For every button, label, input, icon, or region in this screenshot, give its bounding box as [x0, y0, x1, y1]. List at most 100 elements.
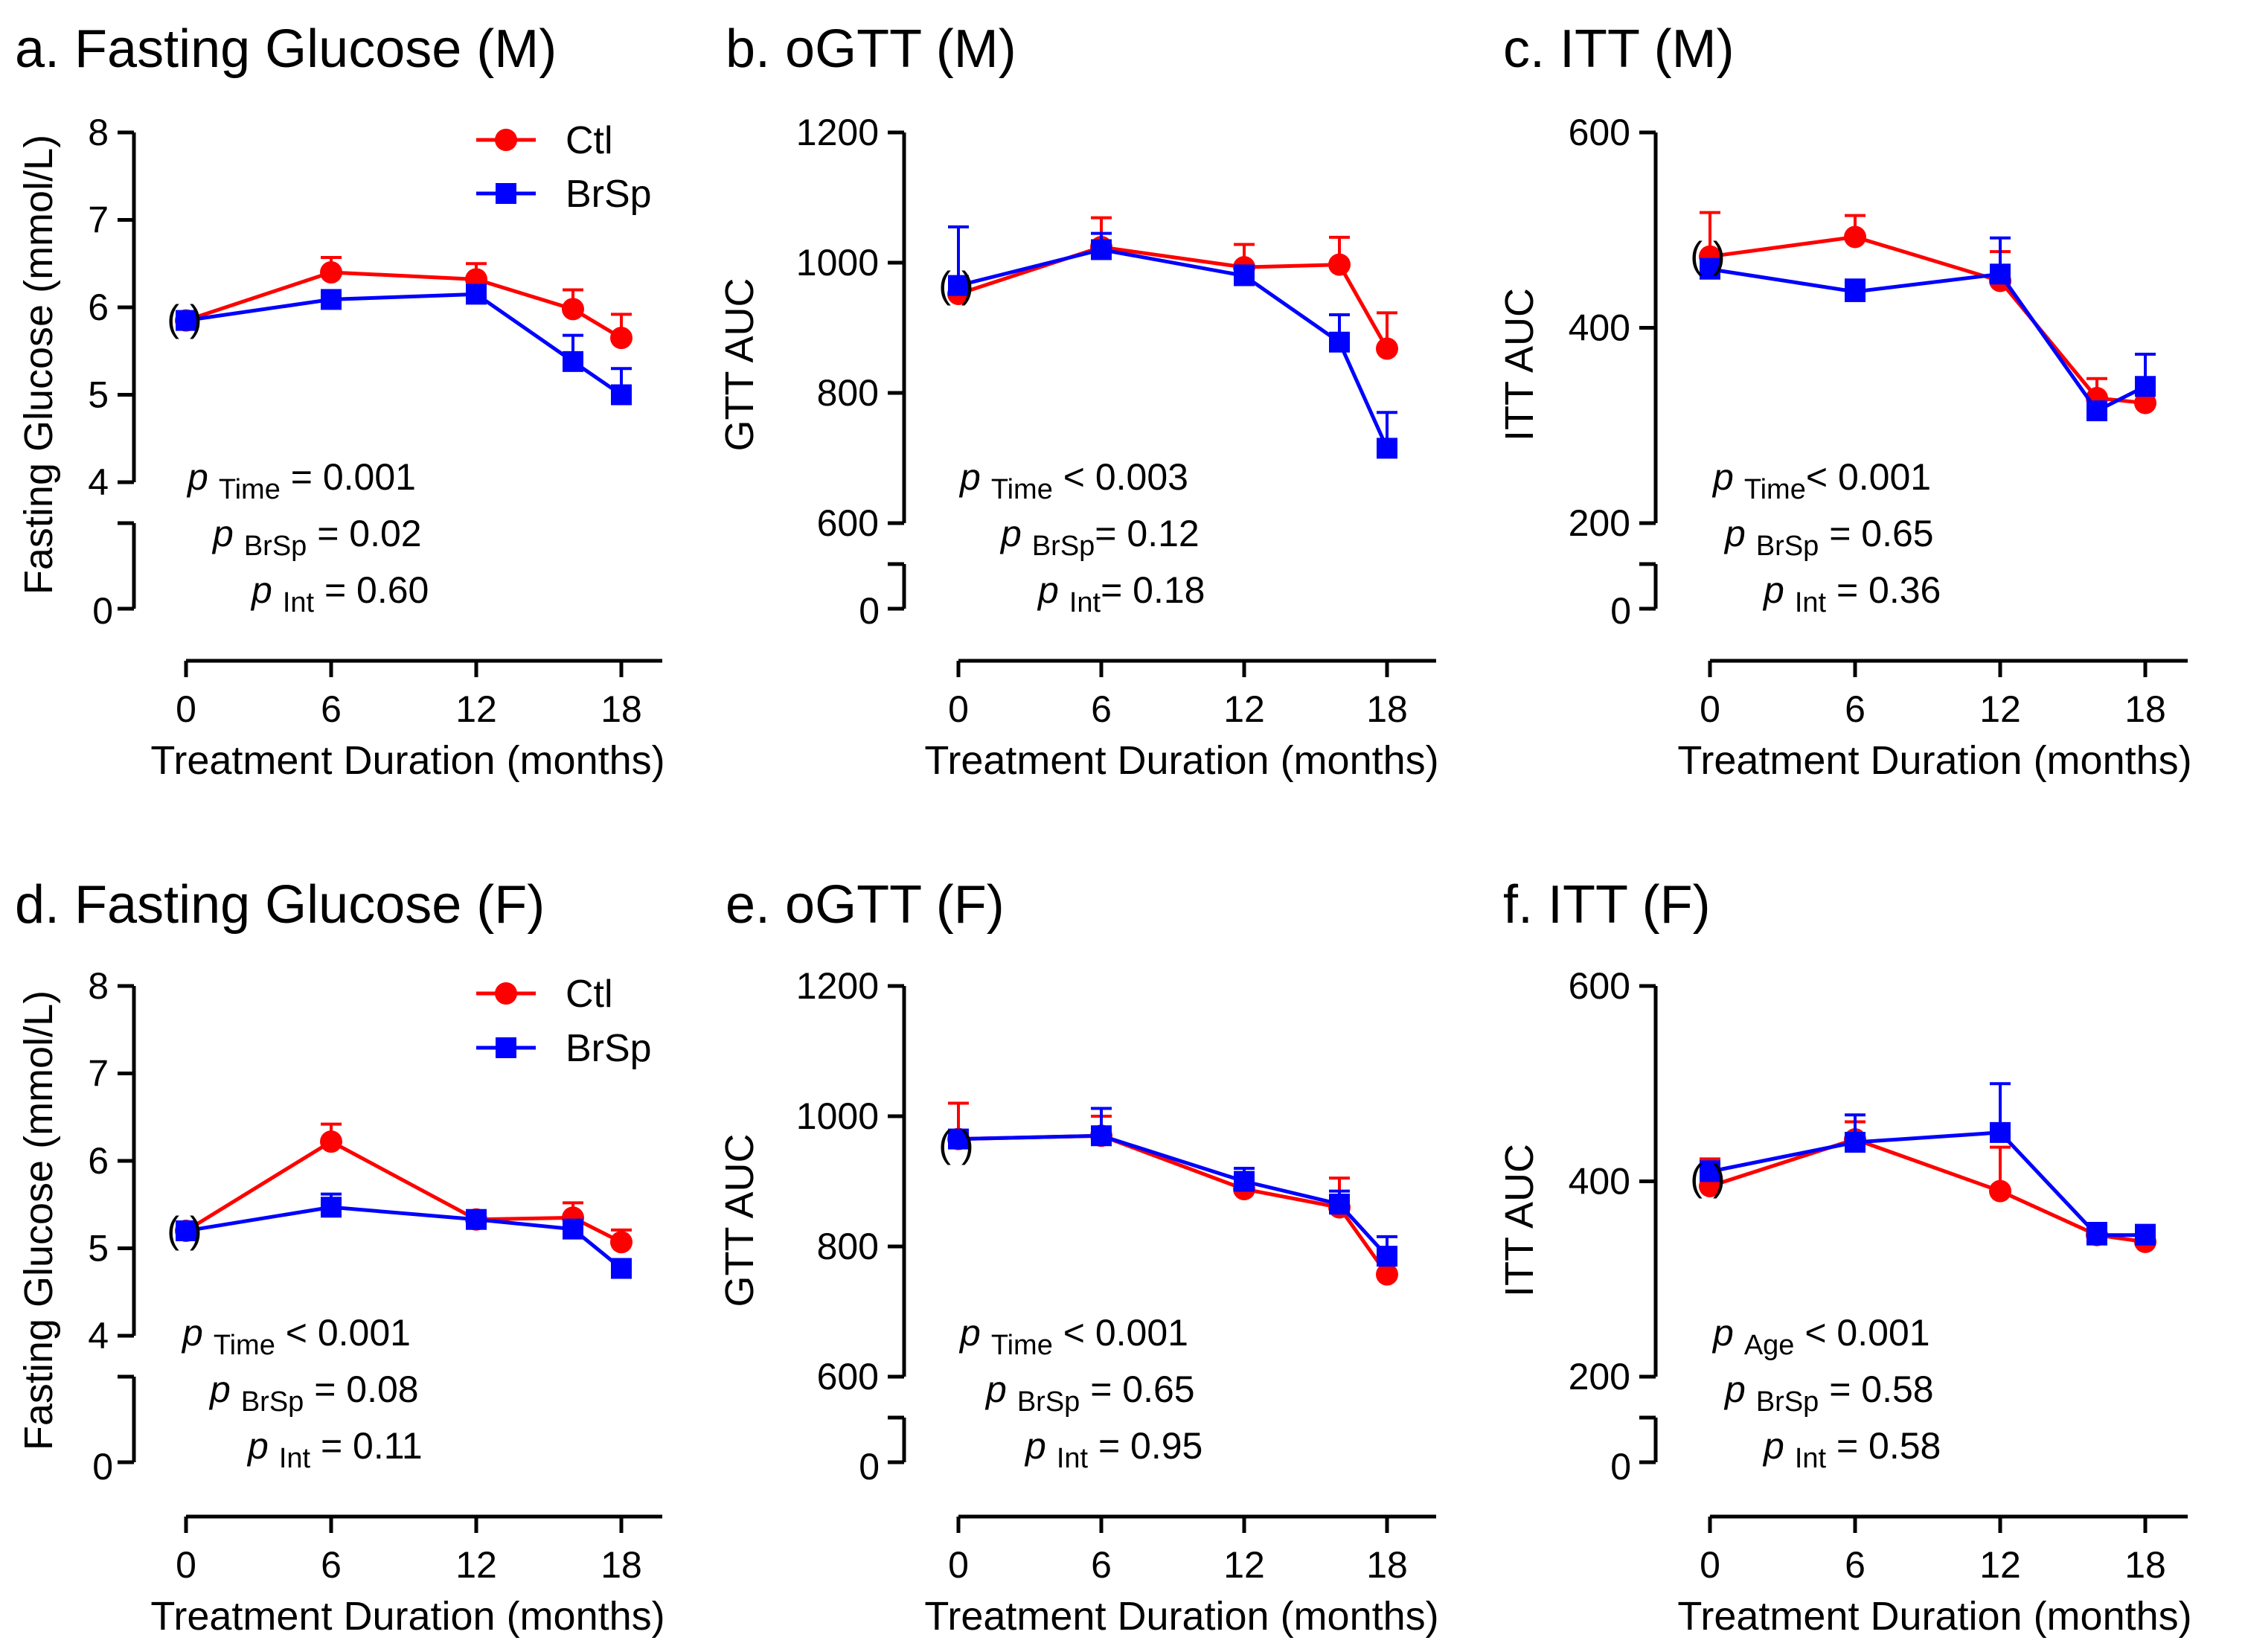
y-break-tick-label: 0: [1610, 1446, 1631, 1488]
brsp-series-line: [958, 247, 1389, 449]
brsp-series-line: [1709, 1130, 2145, 1238]
x-tick-label: 0: [948, 1544, 969, 1586]
y-tick-label: 400: [1569, 1161, 1630, 1203]
x-axis-label: Treatment Duration (months): [1677, 738, 2191, 783]
x-tick-label: 6: [1091, 688, 1112, 730]
stat-brsp: p BrSp = 0.08: [208, 1368, 419, 1418]
stat-brsp: p BrSp = 0.65: [1723, 513, 1934, 562]
y-break-tick-label: 0: [92, 1446, 113, 1488]
brsp-point: [611, 1258, 632, 1279]
baseline-parenthesis: ( ): [167, 298, 202, 339]
y-break-tick-label: 0: [1610, 590, 1631, 632]
y-tick-label: 400: [1569, 307, 1630, 349]
baseline-parenthesis: ( ): [938, 264, 973, 306]
plot-area: 4 5 6 7 8 0 6 12 18: [88, 112, 662, 730]
plot-area: 600 800 1000 1200 0 6 12 18: [796, 112, 1436, 730]
panel-title: c. ITT (M): [1503, 19, 1735, 79]
y-tick-label: 600: [817, 502, 879, 544]
brsp-point: [1234, 1171, 1255, 1192]
plot-area: 4 5 6 7 8 0 6 12 18: [88, 965, 662, 1586]
stat-time: p Time < 0.003: [958, 456, 1188, 505]
y-tick-label: 1000: [796, 1095, 879, 1137]
panel-title: e. oGTT (F): [726, 875, 1005, 935]
x-tick-label: 12: [455, 1544, 497, 1586]
baseline-parenthesis: ( ): [1690, 1157, 1725, 1199]
y-tick-label: 800: [817, 1226, 879, 1267]
brsp-point: [466, 1208, 487, 1230]
y-tick-label: 200: [1569, 502, 1630, 544]
stat-int: p Int= 0.18: [1037, 569, 1205, 618]
brsp-point: [176, 310, 196, 331]
y-tick-label: 600: [1569, 965, 1630, 1007]
ctl-point: [610, 327, 632, 350]
brsp-point: [1091, 239, 1112, 260]
ctl-point: [1328, 253, 1351, 276]
y-tick-label: 7: [88, 199, 109, 241]
y-tick-label: 200: [1569, 1356, 1630, 1398]
brsp-point: [1700, 1161, 1720, 1182]
x-tick-label: 0: [1700, 1544, 1720, 1586]
x-tick-label: 6: [1845, 688, 1866, 730]
y-axis-label: GTT AUC: [717, 278, 762, 451]
brsp-point: [1845, 1132, 1866, 1153]
panel-title: d. Fasting Glucose (F): [15, 875, 545, 935]
brsp-point: [1377, 438, 1397, 459]
y-tick-label: 8: [88, 112, 109, 153]
y-tick-label: 1200: [796, 112, 879, 153]
x-axis-label: Treatment Duration (months): [924, 738, 1438, 783]
x-tick-label: 18: [601, 1544, 642, 1586]
brsp-point: [1700, 258, 1720, 280]
x-tick-label: 12: [1979, 1544, 2021, 1586]
x-tick-label: 0: [948, 688, 969, 730]
ctl-point: [1844, 225, 1866, 249]
panel-a: a. Fasting Glucose (M) Fasting Glucose (…: [15, 19, 665, 783]
ctl-point: [320, 1130, 342, 1153]
brsp-series-line: [958, 1133, 1389, 1258]
y-axis-label: ITT AUC: [1497, 288, 1542, 441]
x-tick-label: 6: [1845, 1544, 1866, 1586]
y-tick-label: 6: [88, 286, 109, 328]
stat-brsp: p BrSp = 0.58: [1723, 1368, 1934, 1418]
brsp-point: [2135, 376, 2156, 397]
y-tick-label: 5: [88, 1228, 109, 1270]
brsp-point: [1234, 265, 1255, 286]
plot-area: 200 400 600 0 6 12 18: [1569, 965, 2188, 1586]
legend-brsp-marker: [496, 183, 516, 204]
x-tick-label: 0: [176, 1544, 196, 1586]
x-tick-label: 18: [1366, 688, 1408, 730]
brsp-point: [1845, 281, 1866, 302]
panel-f: f. ITT (F) ITT AUC Treatment Duration (m…: [1497, 875, 2192, 1639]
ctl-point: [562, 298, 584, 321]
y-tick-label: 1000: [796, 242, 879, 284]
brsp-point: [563, 1218, 583, 1240]
y-tick-label: 4: [88, 1315, 109, 1357]
x-tick-label: 12: [1223, 1544, 1265, 1586]
brsp-point: [1377, 1246, 1397, 1267]
brsp-point: [2135, 1224, 2156, 1246]
ctl-point: [610, 1231, 632, 1254]
y-tick-label: 800: [817, 372, 879, 414]
x-tick-label: 12: [1979, 688, 2021, 730]
baseline-parenthesis: ( ): [938, 1124, 973, 1165]
y-tick-label: 5: [88, 374, 109, 416]
stat-age: p Age < 0.001: [1711, 1312, 1930, 1361]
baseline-parenthesis: ( ): [167, 1209, 202, 1251]
stat-int: p Int = 0.95: [1024, 1425, 1202, 1474]
plot-area: 200 400 600 0 6 12 18: [1569, 112, 2188, 730]
ctl-series-line: [1709, 1137, 2146, 1244]
stat-int: p Int = 0.60: [250, 569, 429, 618]
brsp-point: [2087, 1224, 2107, 1246]
y-axis-label: GTT AUC: [717, 1133, 762, 1307]
ctl-point: [2134, 391, 2156, 414]
ctl-point: [1376, 337, 1398, 360]
stat-brsp: p BrSp= 0.12: [999, 513, 1200, 562]
x-tick-label: 18: [1366, 1544, 1408, 1586]
panel-title: a. Fasting Glucose (M): [15, 19, 557, 79]
x-tick-label: 6: [321, 688, 342, 730]
panel-title: f. ITT (F): [1503, 875, 1711, 935]
ctl-series-line: [1709, 234, 2146, 406]
brsp-point: [563, 350, 583, 372]
brsp-point: [948, 275, 969, 296]
legend: Ctl BrSp: [476, 119, 652, 216]
x-tick-label: 12: [1223, 688, 1265, 730]
